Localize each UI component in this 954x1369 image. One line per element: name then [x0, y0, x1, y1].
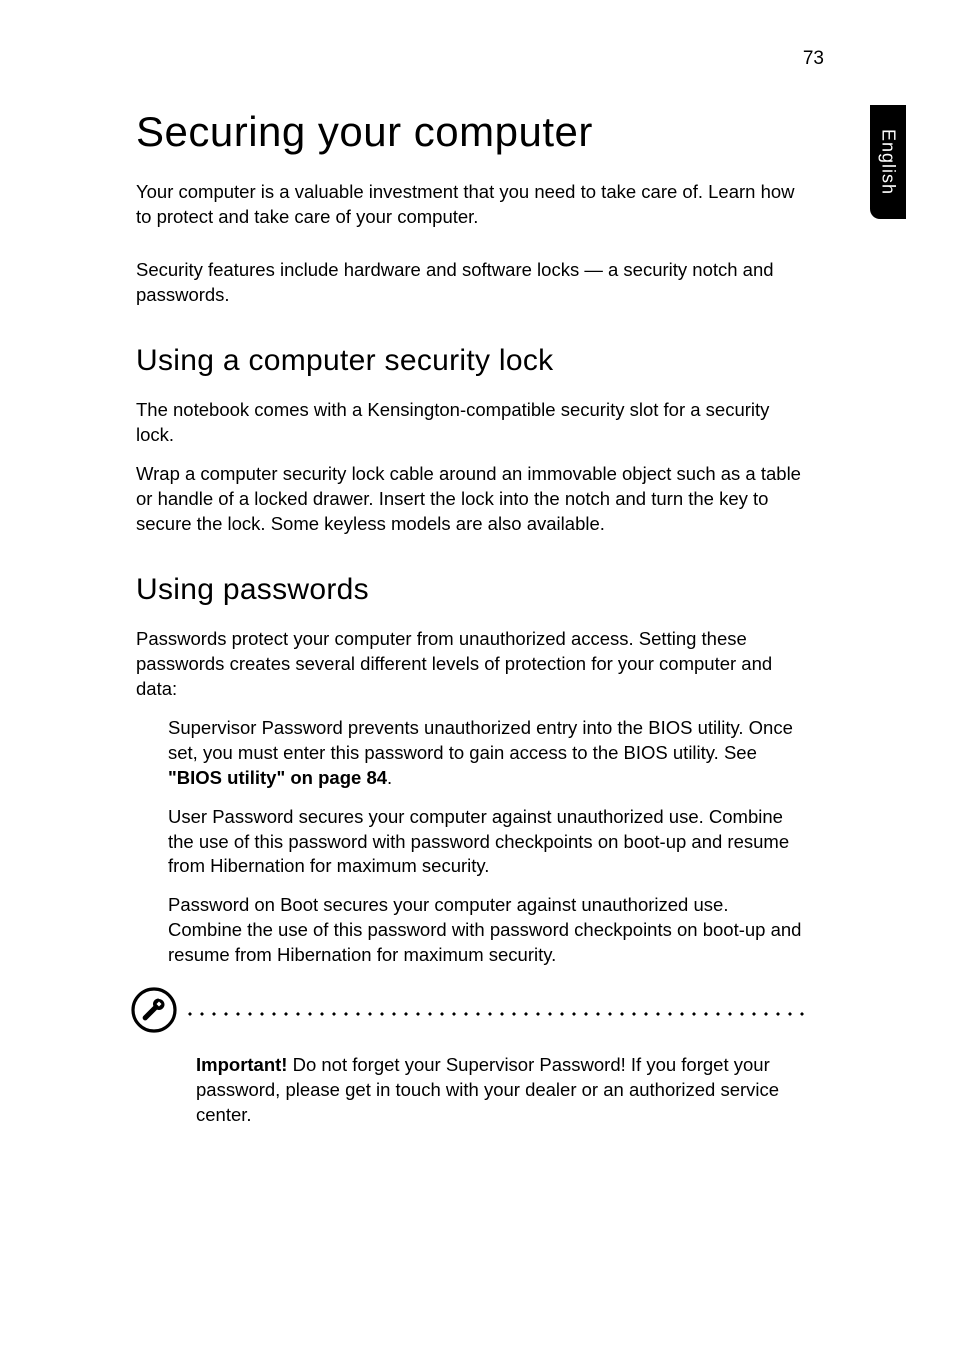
supervisor-password-text: Supervisor Password prevents unauthorize… [168, 717, 793, 763]
section-heading-security-lock: Using a computer security lock [136, 344, 804, 378]
intro-paragraph-1: Your computer is a valuable investment t… [136, 180, 804, 230]
section-heading-passwords: Using passwords [136, 573, 804, 607]
important-note-body: Important! Do not forget your Supervisor… [196, 1053, 804, 1128]
list-item: Supervisor Password prevents unauthorize… [168, 716, 804, 791]
dotted-separator [184, 1012, 804, 1016]
page-title: Securing your computer [136, 108, 804, 156]
intro-paragraph-2: Security features include hardware and s… [136, 258, 804, 308]
important-label: Important! [196, 1054, 287, 1075]
security-lock-paragraph-2: Wrap a computer security lock cable arou… [136, 462, 804, 537]
important-note-header [130, 986, 804, 1039]
security-lock-paragraph-1: The notebook comes with a Kensington-com… [136, 398, 804, 448]
page-number: 73 [803, 48, 824, 70]
supervisor-password-end: . [387, 767, 392, 788]
language-tab-label: English [878, 129, 899, 195]
password-list: Supervisor Password prevents unauthorize… [168, 716, 804, 969]
page-content: Securing your computer Your computer is … [136, 108, 804, 1128]
wrench-icon [130, 986, 178, 1039]
bios-utility-link[interactable]: "BIOS utility" on page 84 [168, 767, 387, 788]
passwords-intro: Passwords protect your computer from una… [136, 627, 804, 702]
list-item: Password on Boot secures your computer a… [168, 893, 804, 968]
language-tab: English [870, 105, 906, 219]
list-item: User Password secures your computer agai… [168, 805, 804, 880]
